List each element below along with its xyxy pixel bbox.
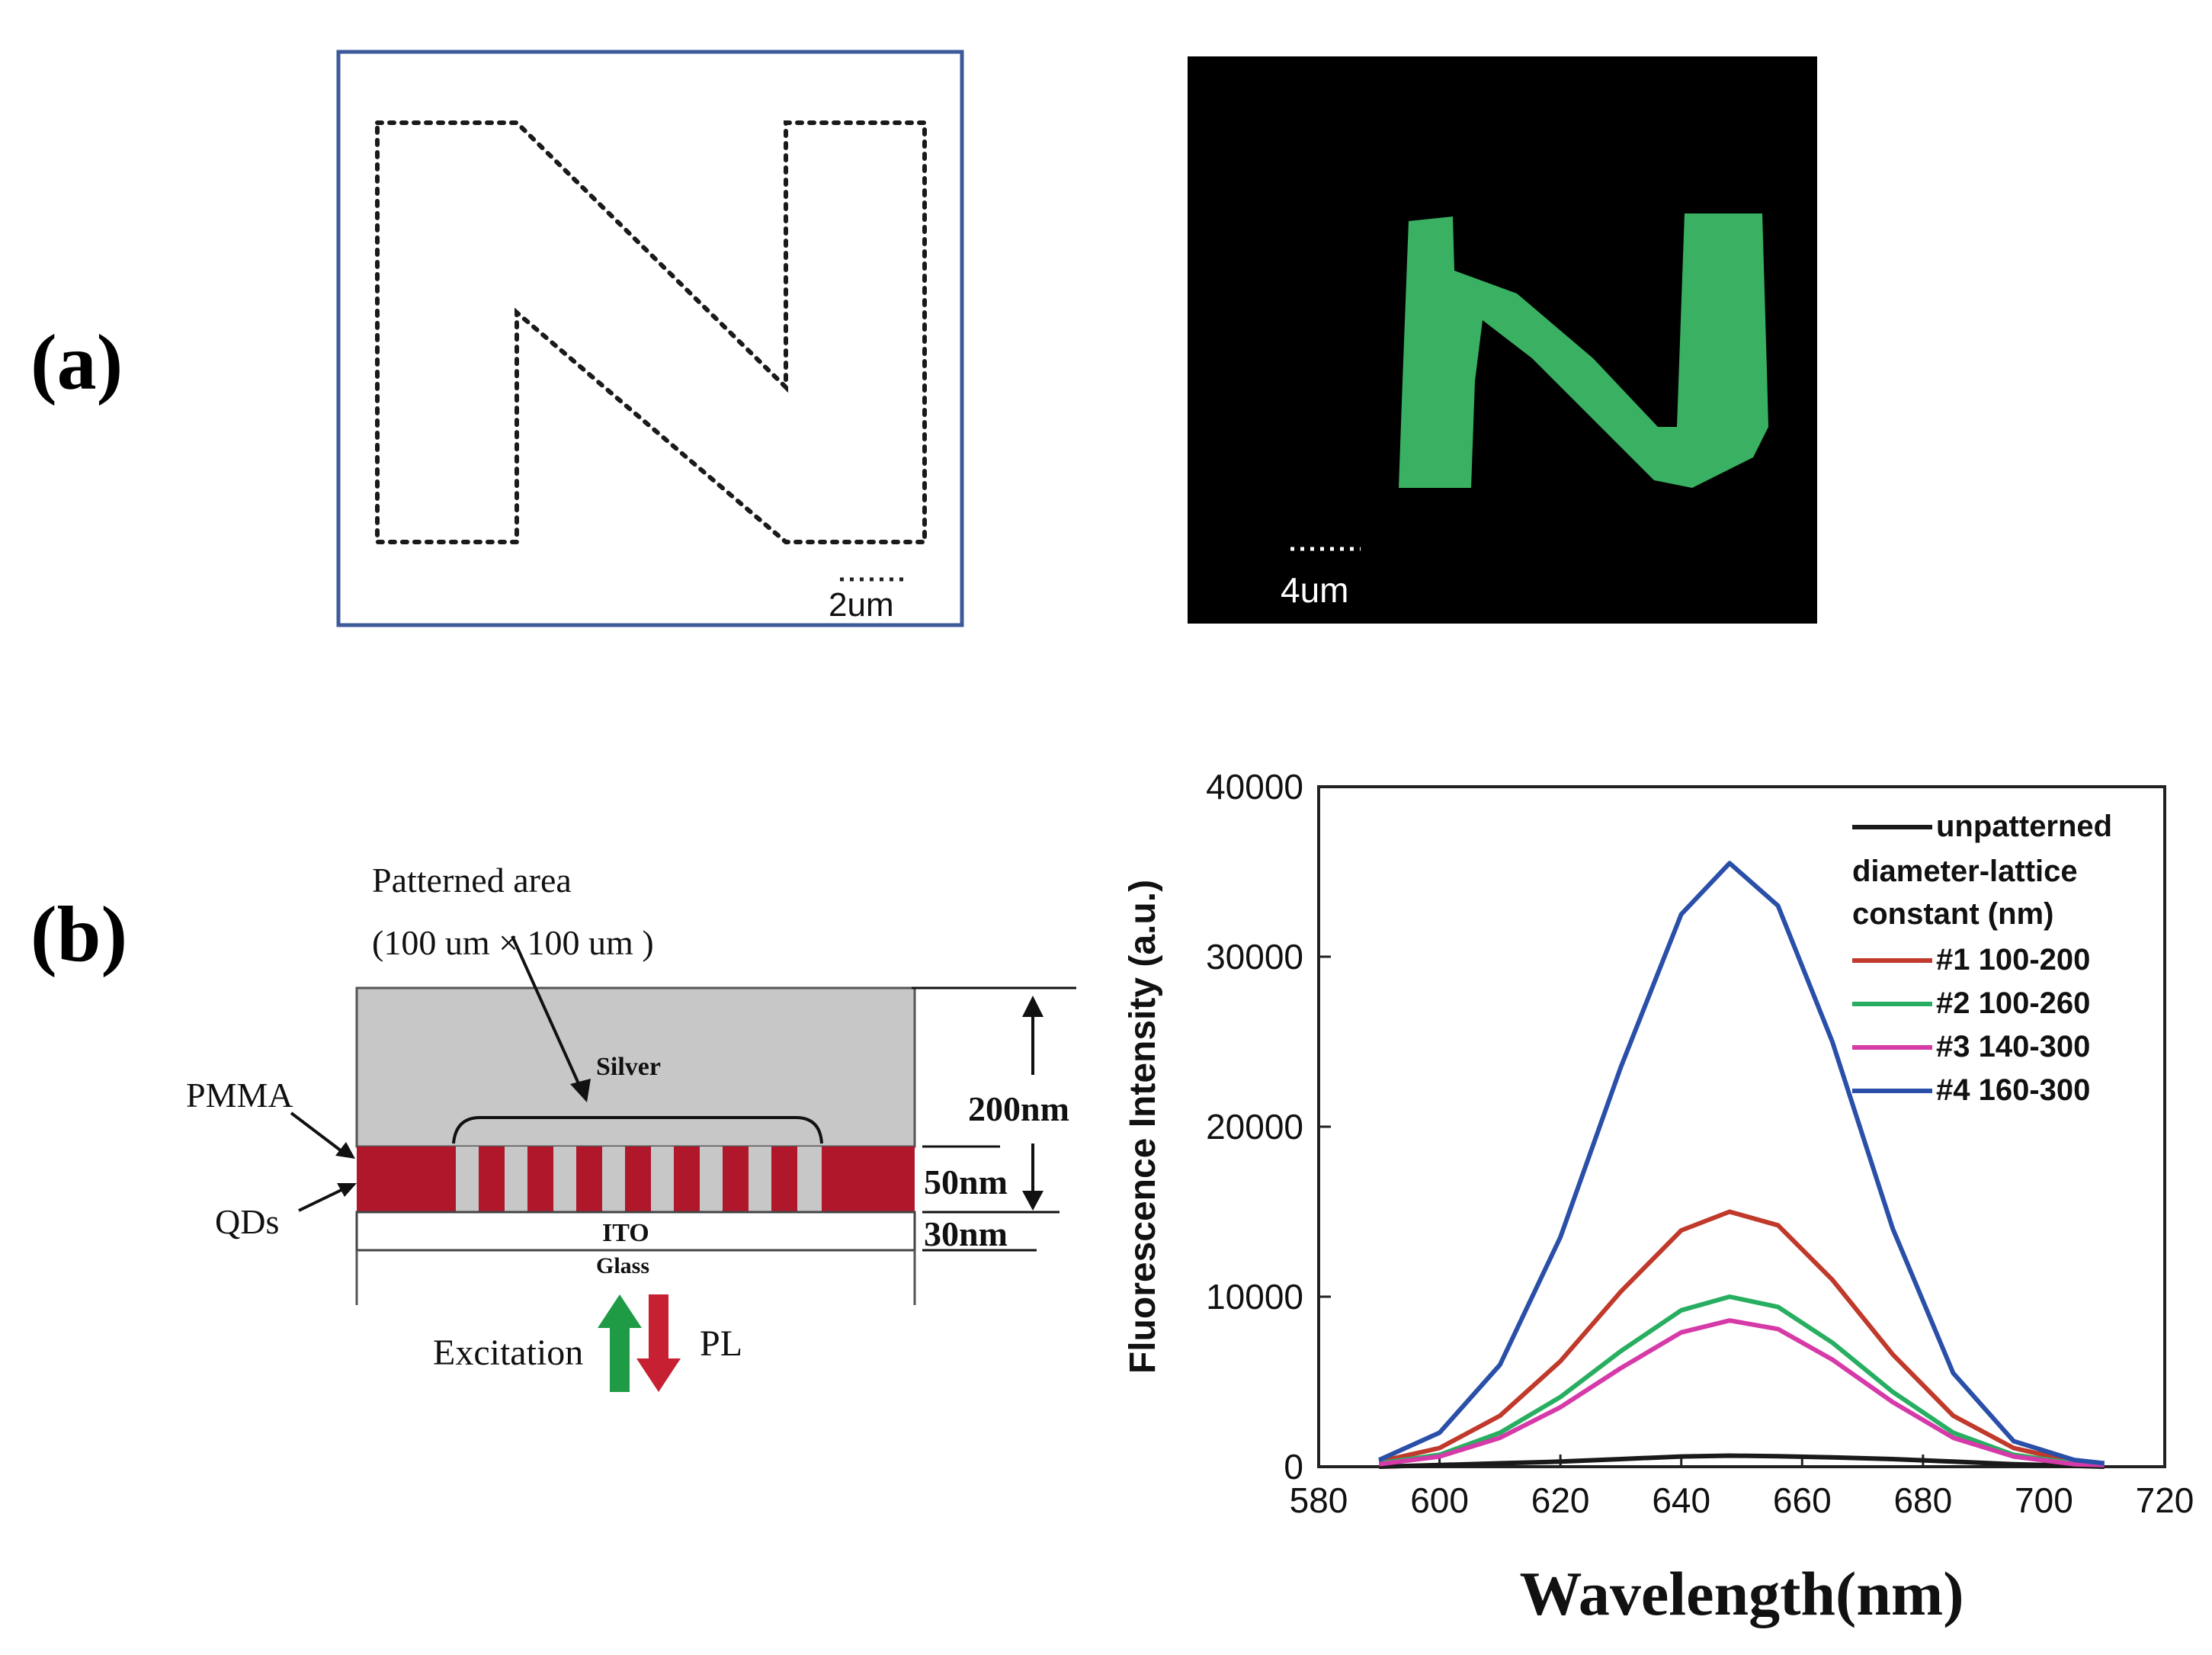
x-tick-label: 660 (1773, 1480, 1832, 1520)
y-tick-label: 40000 (1206, 767, 1303, 807)
qd-pillar (625, 1147, 651, 1212)
qd-pillar (576, 1147, 602, 1212)
pattern-pointer-line (511, 935, 582, 1089)
pmma-pointer-line (290, 1111, 343, 1153)
fluorescent-n-letter (1399, 213, 1768, 488)
design-scale-label: 2um (829, 586, 894, 624)
legend-title: diameter-lattice constant (nm) (1852, 855, 2078, 931)
ito-label: ITO (602, 1219, 649, 1247)
qds-pointer-line (298, 1188, 344, 1212)
series-line (1378, 861, 2105, 1466)
x-tick-label: 620 (1531, 1480, 1590, 1520)
y-tick-label: 10000 (1206, 1277, 1303, 1317)
silver-bracket (452, 1116, 823, 1144)
silver-label: Silver (596, 1053, 661, 1081)
dim-50-label: 50nm (924, 1163, 1008, 1201)
panel-b-label: (b) (30, 890, 127, 978)
micrograph-scale-label: 4um (1281, 570, 1348, 610)
series-lines (1378, 861, 2105, 1469)
y-tick-label: 20000 (1206, 1107, 1303, 1147)
series-line (1378, 1209, 2105, 1466)
legend-label: #3 140-300 (1936, 1030, 2090, 1063)
ito-layer (355, 1211, 916, 1252)
qd-pillar (723, 1147, 749, 1212)
dim-30-label: 30nm (924, 1214, 1008, 1253)
qds-label: QDs (215, 1202, 279, 1241)
fluorescence-spectrum-chart: 580 600 620 640 660 680 700 720 0 10000 20000 30000… (1123, 767, 2194, 1628)
y-axis-title: Fluorescence Intensity (a.u.) (1123, 880, 1163, 1374)
y-tick-label: 0 (1284, 1447, 1303, 1487)
x-axis-title: Wavelength(nm) (1519, 1559, 1964, 1628)
qd-pillar (479, 1147, 505, 1212)
device-schematic: Patterned area (100 um × 100 um ) ITO Gl… (186, 861, 1076, 1392)
dim-200-arrow-head (1022, 996, 1043, 1017)
excitation-label: Excitation (433, 1333, 583, 1373)
qds-pointer-head (337, 1183, 357, 1197)
legend-label: #2 100-260 (1936, 986, 2090, 1020)
qd-pillar (771, 1147, 797, 1212)
patterned-area-label: Patterned area (372, 861, 572, 900)
series-line (1379, 1453, 2105, 1469)
series-line (1378, 1318, 2105, 1467)
x-tick-label: 580 (1290, 1480, 1348, 1520)
excitation-arrow (598, 1294, 642, 1392)
y-tick-label: 30000 (1206, 937, 1303, 977)
x-tick-label: 600 (1410, 1480, 1469, 1520)
dim-50-arrow-head (1022, 1191, 1043, 1211)
x-tick-label: 720 (2136, 1480, 2194, 1520)
pmma-label: PMMA (186, 1076, 293, 1115)
panel-a-label: (a) (30, 319, 123, 406)
pmma-pointer-head (335, 1142, 355, 1159)
x-tick-label: 680 (1893, 1480, 1952, 1520)
dotted-n-pattern (375, 120, 927, 544)
design-frame (336, 50, 964, 627)
plot-frame (1317, 785, 2166, 1468)
axis-ticks: 580 600 620 640 660 680 700 720 0 10000 20000 30000… (1206, 767, 2194, 1520)
glass-label: Glass (596, 1253, 649, 1278)
dim-200-label: 200nm (968, 1089, 1069, 1128)
pattern-design-view: 2um (336, 50, 964, 627)
legend-label: #1 100-200 (1936, 943, 2090, 977)
patterned-area-size: (100 um × 100 um ) (372, 923, 654, 962)
qd-pillar (674, 1147, 700, 1212)
legend: unpatterned diameter-lattice constant (nm)… (1852, 810, 2112, 1107)
legend-label: #4 160-300 (1936, 1073, 2090, 1107)
pmma-layer (355, 986, 916, 1148)
pl-label: PL (700, 1323, 742, 1364)
qd-pillars (479, 1147, 797, 1212)
qd-pillar (527, 1147, 553, 1212)
x-tick-label: 700 (2015, 1480, 2073, 1520)
fluorescence-micrograph: 4um (1188, 56, 1817, 624)
pattern-pointer-head (570, 1079, 591, 1102)
x-tick-label: 640 (1652, 1480, 1710, 1520)
pl-arrow (636, 1294, 681, 1392)
legend-label: unpatterned (1936, 810, 2112, 843)
